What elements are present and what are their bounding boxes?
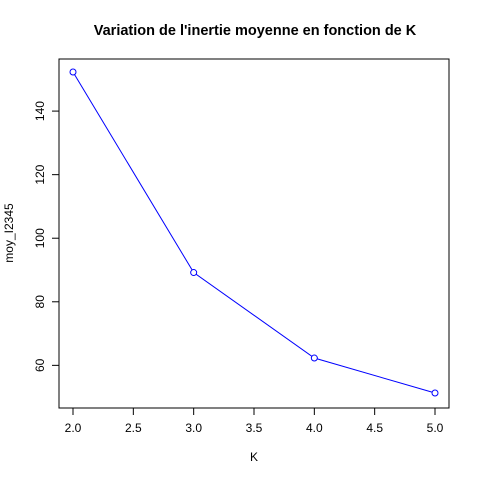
x-axis-title: K bbox=[250, 450, 258, 464]
y-axis-title: moy_I2345 bbox=[2, 203, 16, 263]
series-line bbox=[72, 71, 436, 394]
x-tick-label: 2.5 bbox=[125, 421, 142, 435]
data-point bbox=[190, 269, 198, 277]
chart-title: Variation de l'inertie moyenne en foncti… bbox=[94, 23, 417, 39]
data-point bbox=[310, 354, 318, 362]
x-tick-label: 3.5 bbox=[246, 421, 263, 435]
x-tick-label: 5.0 bbox=[427, 421, 444, 435]
y-tick-label: 140 bbox=[33, 101, 47, 121]
series-layer bbox=[69, 68, 439, 397]
data-point bbox=[69, 68, 77, 76]
y-tick-label: 80 bbox=[33, 295, 47, 309]
x-tick-label: 2.0 bbox=[65, 421, 82, 435]
data-point bbox=[431, 389, 439, 397]
y-tick-label: 60 bbox=[33, 358, 47, 372]
x-tick-label: 4.5 bbox=[366, 421, 383, 435]
plot-box bbox=[58, 58, 450, 409]
y-tick-label: 100 bbox=[33, 228, 47, 248]
x-tick-label: 4.0 bbox=[306, 421, 323, 435]
x-axis: 2.0 2.5 3.0 3.5 4.0 4.5 5.0 bbox=[65, 407, 444, 435]
x-tick-label: 3.0 bbox=[185, 421, 202, 435]
y-axis: 60 80 100 120 140 bbox=[33, 101, 60, 372]
y-tick-label: 120 bbox=[33, 164, 47, 184]
